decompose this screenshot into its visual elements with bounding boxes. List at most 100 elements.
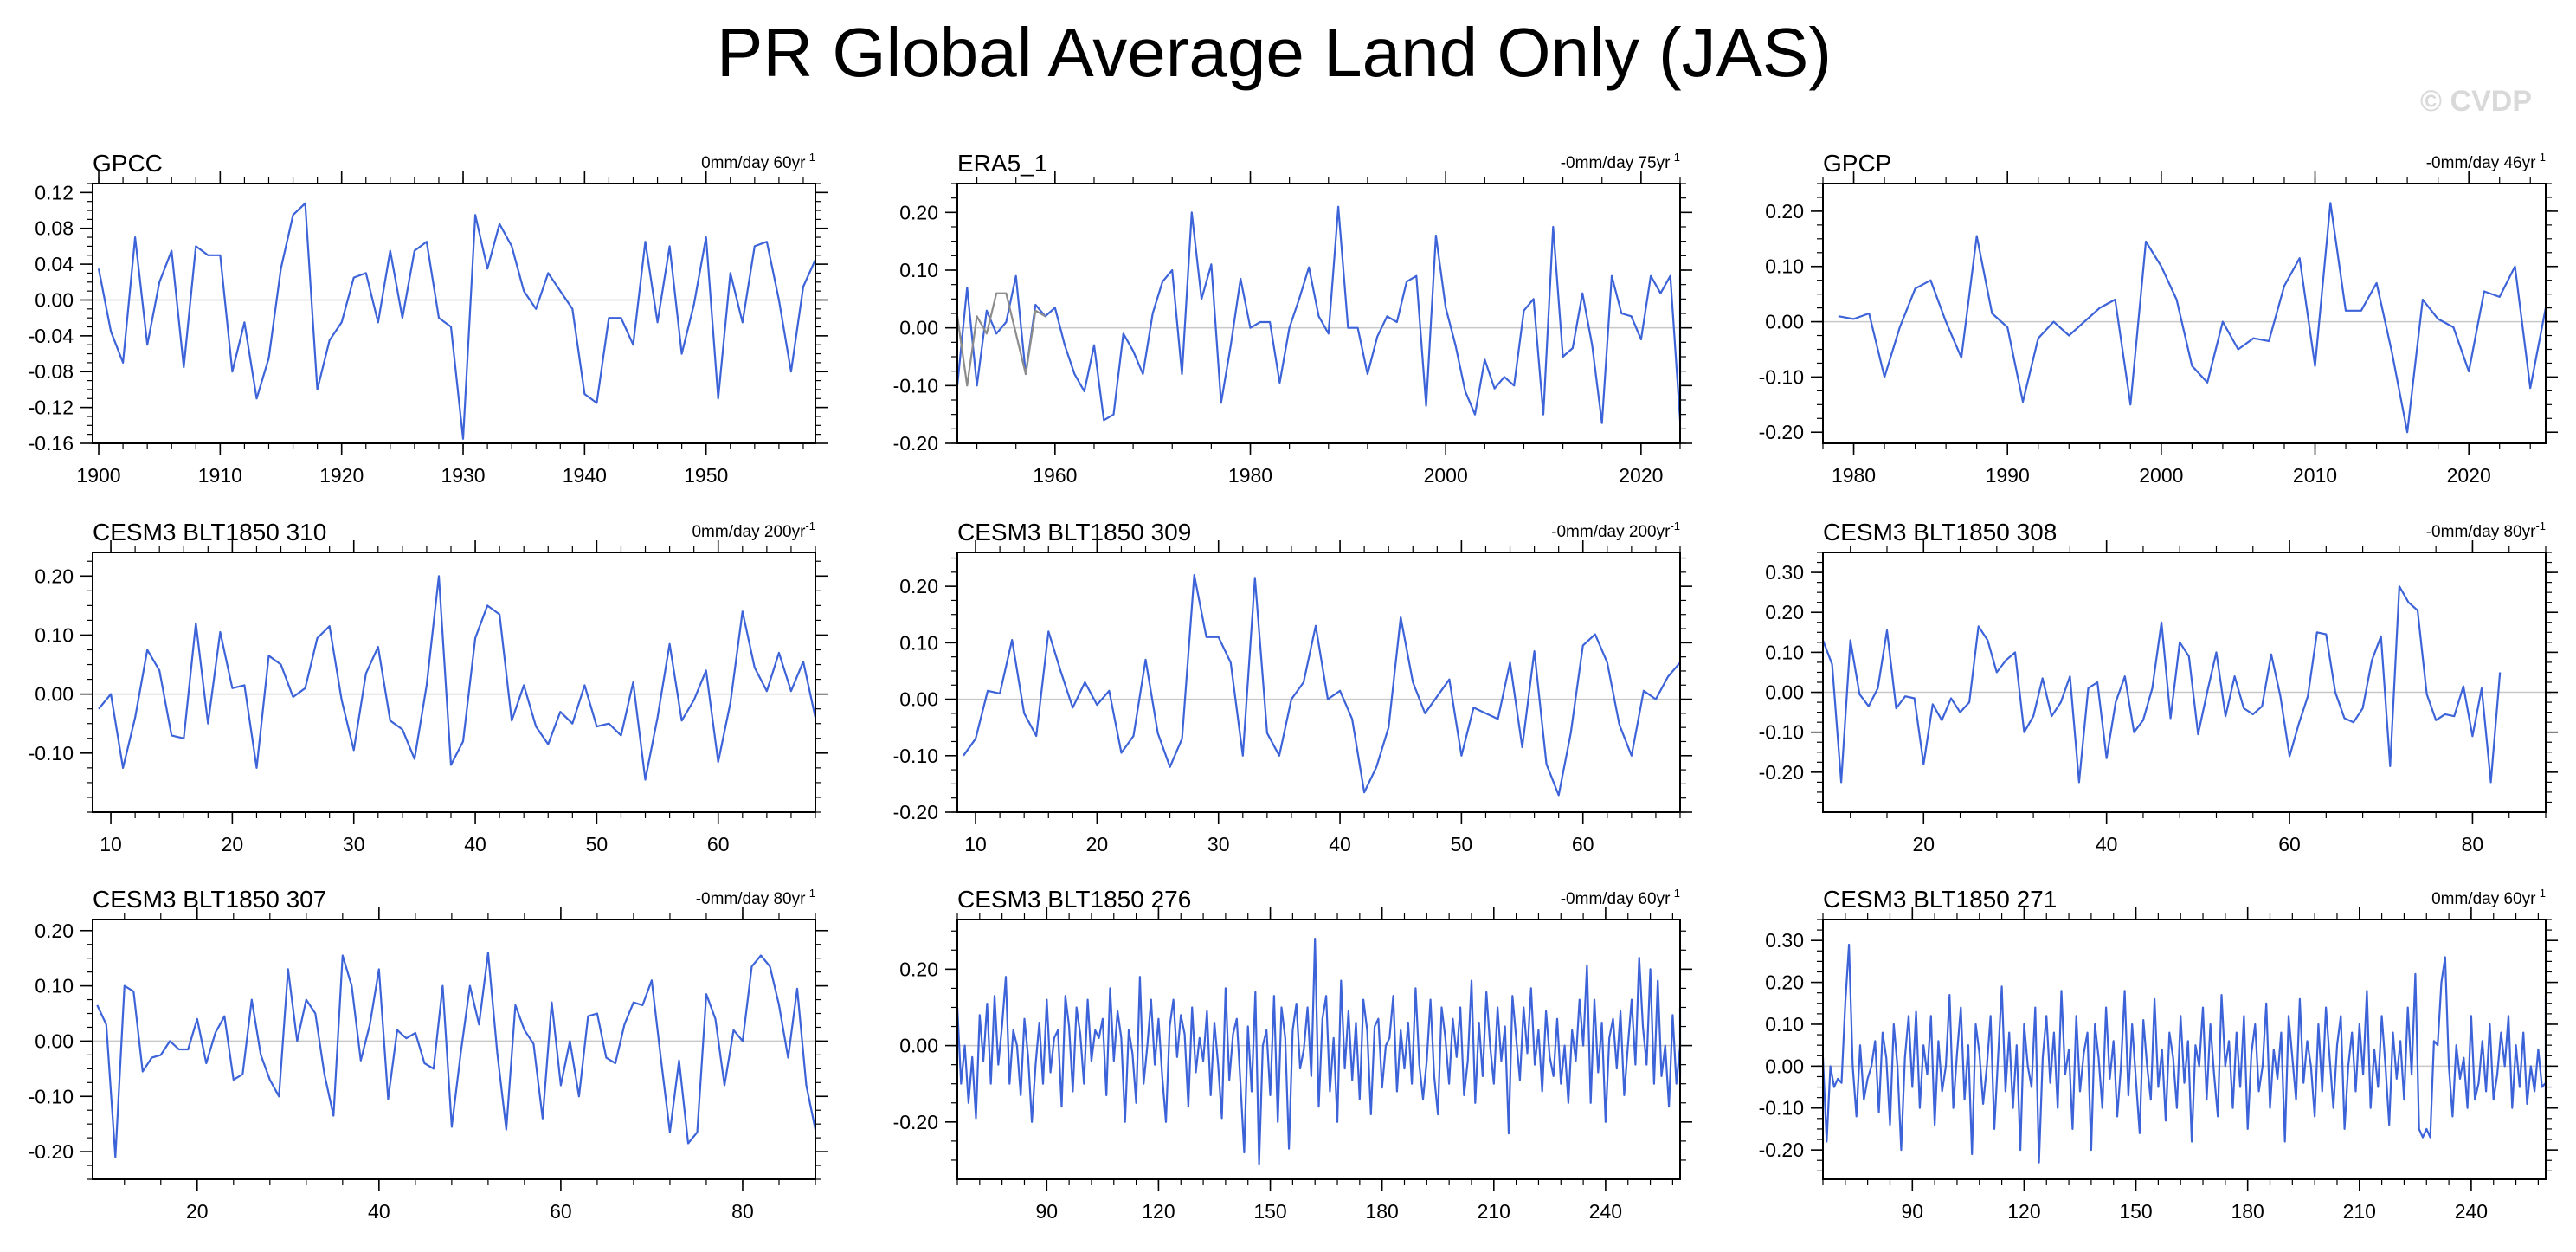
trend-exponent: -1 (1670, 520, 1680, 532)
x-tick-label: 180 (1365, 1200, 1398, 1223)
x-tick-label: 20 (1086, 833, 1109, 855)
y-tick-label: -0.20 (1759, 761, 1804, 784)
x-tick-label: 40 (1329, 833, 1351, 855)
series-line (98, 575, 817, 781)
x-tick-label: 2010 (2293, 464, 2337, 487)
trend-value: -0mm/day 80yr (2426, 523, 2536, 541)
y-tick-label: -0.20 (1759, 1139, 1804, 1161)
panel-title: GPCP (1823, 150, 1891, 177)
x-tick-label: 90 (1902, 1200, 1924, 1223)
trend-value: 0mm/day 60yr (2431, 890, 2536, 908)
x-tick-label: 40 (464, 833, 486, 855)
x-tick-label: 210 (2343, 1200, 2376, 1223)
x-tick-label: 60 (2278, 833, 2301, 855)
trend-value: -0mm/day 60yr (1561, 890, 1671, 908)
watermark: © CVDP (2420, 85, 2532, 118)
chart-panel: CESM3 BLT1850 276 -0mm/day 60yr-1 -0.20 0.0… (893, 886, 1692, 1223)
trend-exponent: -1 (2535, 520, 2546, 532)
y-tick-label: 0.12 (35, 181, 74, 203)
trend-value: 0mm/day 60yr (701, 154, 806, 172)
x-tick-label: 1980 (1228, 464, 1272, 487)
y-tick-label: 0.10 (899, 631, 938, 654)
y-tick-label: 0.30 (1765, 561, 1804, 584)
panel-trend-label: -0mm/day 60yr-1 (1561, 887, 1680, 908)
x-tick-label: 120 (2007, 1200, 2040, 1223)
panel-trend-label: -0mm/day 46yr-1 (2426, 151, 2546, 172)
y-tick-label: -0.20 (29, 1140, 74, 1163)
x-tick-label: 80 (2462, 833, 2484, 855)
y-tick-label: -0.08 (29, 360, 74, 383)
y-tick-label: 0.10 (899, 259, 938, 281)
y-tick-label: -0.10 (29, 1085, 74, 1107)
x-tick-label: 60 (550, 1200, 572, 1223)
x-tick-label: 1980 (1832, 464, 1876, 487)
plot-frame (956, 552, 1681, 813)
series-line (956, 205, 1682, 424)
x-tick-label: 60 (707, 833, 730, 855)
panel-title: CESM3 BLT1850 310 (93, 519, 326, 545)
x-tick-label: 60 (1572, 833, 1594, 855)
x-tick-label: 1960 (1033, 464, 1077, 487)
series-line (956, 937, 1682, 1165)
plot-frame (1822, 552, 2547, 813)
y-tick-label: -0.20 (893, 801, 938, 823)
y-tick-label: 0.10 (1765, 1013, 1804, 1036)
panel-trend-label: -0mm/day 200yr-1 (1551, 520, 1680, 541)
y-tick-label: 0.00 (899, 1035, 938, 1057)
x-tick-label: 210 (1478, 1200, 1510, 1223)
chart-panel: CESM3 BLT1850 271 0mm/day 60yr-1 -0.20 -0.1… (1759, 886, 2558, 1223)
x-tick-label: 1930 (441, 464, 485, 487)
y-tick-label: 0.00 (1765, 1055, 1804, 1077)
chart-panel: CESM3 BLT1850 309 -0mm/day 200yr-1 -0.20 -0… (893, 519, 1692, 855)
trend-value: -0mm/day 200yr (1551, 523, 1671, 541)
y-tick-label: 0.00 (35, 288, 74, 311)
y-tick-label: 0.00 (899, 317, 938, 339)
plot-frame (92, 552, 816, 813)
chart-panel: CESM3 BLT1850 307 -0mm/day 80yr-1 -0.20 -0.… (29, 886, 828, 1223)
x-tick-label: 1940 (563, 464, 607, 487)
trend-value: -0mm/day 46yr (2426, 154, 2536, 172)
x-tick-label: 1900 (76, 464, 120, 487)
y-tick-label: 0.00 (35, 1029, 74, 1052)
trend-exponent: -1 (2535, 887, 2546, 900)
y-tick-label: -0.12 (29, 397, 74, 419)
trend-value: 0mm/day 200yr (692, 523, 806, 541)
plot-frame (956, 919, 1681, 1180)
panel-title: CESM3 BLT1850 307 (93, 886, 326, 913)
x-tick-label: 10 (100, 833, 122, 855)
y-tick-label: 0.00 (35, 683, 74, 706)
trend-value: -0mm/day 75yr (1561, 154, 1671, 172)
panel-title: ERA5_1 (957, 150, 1047, 177)
y-tick-label: 0.04 (35, 253, 74, 275)
x-tick-label: 40 (2096, 833, 2118, 855)
y-tick-label: -0.10 (29, 742, 74, 765)
x-tick-label: 20 (222, 833, 244, 855)
y-tick-label: -0.20 (1759, 421, 1804, 443)
x-tick-label: 80 (731, 1200, 754, 1223)
x-tick-label: 150 (1253, 1200, 1286, 1223)
x-tick-label: 20 (186, 1200, 209, 1223)
y-tick-label: 0.00 (1765, 311, 1804, 333)
chart-panel: ERA5_1 -0mm/day 75yr-1 -0.20 -0.10 0.00 0.10 0… (893, 150, 1692, 487)
x-tick-label: 1990 (1986, 464, 2030, 487)
series-line (1821, 943, 2547, 1164)
y-tick-label: 0.20 (1765, 971, 1804, 994)
y-tick-label: 0.10 (35, 623, 74, 646)
panel-title: GPCC (93, 150, 163, 177)
x-tick-label: 10 (964, 833, 987, 855)
chart-panel: CESM3 BLT1850 310 0mm/day 200yr-1 -0.10 0.0… (29, 519, 828, 855)
x-tick-label: 50 (1451, 833, 1473, 855)
panel-trend-label: 0mm/day 200yr-1 (692, 520, 815, 541)
x-tick-label: 1920 (319, 464, 364, 487)
y-tick-label: 0.30 (1765, 929, 1804, 952)
series-line (963, 573, 1681, 797)
plot-frame (1822, 919, 2547, 1180)
series-line (97, 202, 817, 440)
x-tick-label: 2020 (1619, 464, 1663, 487)
y-tick-label: 0.10 (1765, 641, 1804, 663)
series-line (1838, 202, 2547, 434)
y-tick-label: -0.16 (29, 432, 74, 455)
y-tick-label: 0.10 (35, 975, 74, 997)
x-tick-label: 30 (343, 833, 365, 855)
x-tick-label: 90 (1036, 1200, 1059, 1223)
